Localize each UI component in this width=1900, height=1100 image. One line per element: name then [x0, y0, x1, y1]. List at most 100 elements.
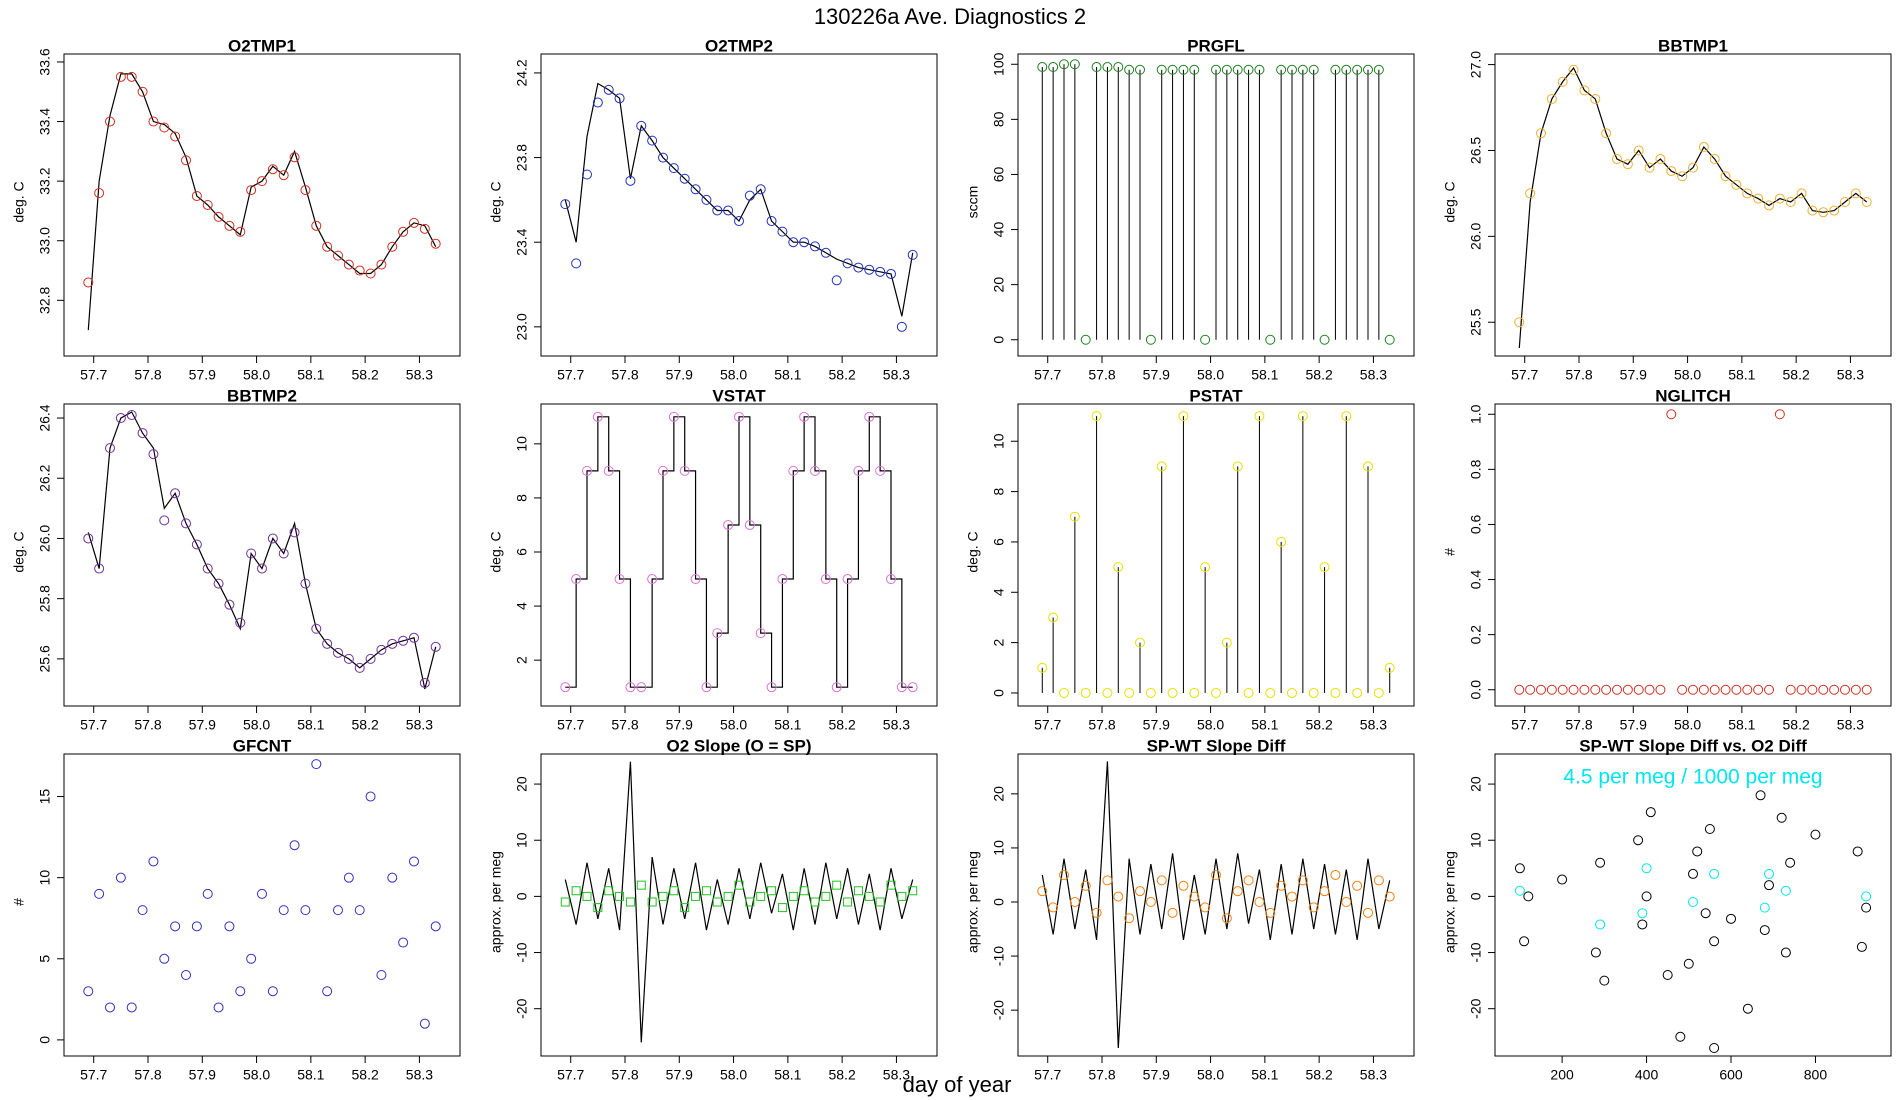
point [886, 268, 896, 279]
point [690, 574, 701, 585]
x-tick-label: 58.0 [1197, 1067, 1224, 1083]
x-tick-label: 58.1 [1251, 367, 1278, 383]
point [1546, 684, 1557, 695]
point [1254, 64, 1265, 75]
y-tick-label: 4 [991, 588, 1007, 596]
point [365, 653, 376, 664]
y-tick-label: 26.0 [1468, 223, 1484, 250]
panel-title: PSTAT [1189, 386, 1243, 405]
series-line [564, 82, 914, 317]
point [409, 217, 419, 228]
point [853, 262, 864, 273]
point [1145, 897, 1156, 907]
point [1644, 684, 1655, 695]
y-tick-label: 0 [991, 689, 1007, 697]
point [1536, 128, 1546, 139]
point [1319, 334, 1330, 345]
x-tick-label: 58.1 [1251, 717, 1278, 733]
point [864, 264, 875, 275]
x-tick-label: 57.7 [1034, 1067, 1061, 1083]
point [592, 411, 603, 422]
point [615, 891, 625, 901]
y-tick-label: 33.2 [37, 167, 53, 194]
point [1675, 1031, 1686, 1042]
point [83, 277, 94, 288]
point [235, 617, 246, 628]
point [1297, 64, 1308, 75]
point [278, 548, 289, 559]
point [1221, 913, 1232, 924]
point [1200, 562, 1211, 573]
point [1156, 64, 1167, 75]
point [1641, 863, 1652, 874]
point [712, 628, 723, 639]
point [1102, 875, 1113, 886]
point [897, 891, 907, 901]
x-tick-label: 58.3 [883, 1067, 910, 1083]
x-tick-label: 200 [1550, 1067, 1574, 1083]
point [886, 880, 896, 890]
x-tick-label: 58.1 [297, 1067, 324, 1083]
point [1167, 907, 1178, 918]
point [191, 191, 202, 202]
point [571, 886, 581, 896]
point [148, 449, 159, 460]
point [1091, 411, 1102, 422]
x-tick-label: 57.8 [1088, 367, 1115, 383]
point [658, 465, 668, 476]
point [1557, 874, 1568, 885]
plot-frame [63, 753, 461, 1057]
point [1178, 880, 1189, 891]
plot-frame [63, 53, 461, 357]
point [896, 321, 907, 332]
point [723, 891, 733, 901]
point [170, 131, 181, 142]
figure-title: 130226a Ave. Diagnostics 2 [814, 4, 1086, 29]
point [213, 1002, 224, 1013]
point [159, 953, 170, 964]
point [1308, 64, 1319, 75]
panel-title: SP-WT Slope Diff [1147, 736, 1286, 755]
point [1145, 334, 1156, 345]
point [907, 249, 918, 260]
point [1232, 461, 1243, 472]
x-tick-label: 58.2 [829, 367, 856, 383]
x-tick-label: 800 [1804, 1067, 1828, 1083]
point [246, 953, 257, 964]
y-tick-label: 0.0 [1468, 680, 1484, 700]
point [1677, 684, 1688, 695]
point [603, 84, 614, 95]
point [1764, 868, 1774, 879]
x-tick-label: 57.7 [80, 367, 107, 383]
point [181, 155, 191, 166]
point [886, 574, 896, 585]
y-tick-label: 0 [991, 898, 1007, 906]
point [354, 905, 365, 916]
point [159, 515, 170, 526]
point [1330, 687, 1341, 698]
point [430, 238, 441, 249]
point [311, 623, 322, 634]
point [289, 527, 300, 538]
y-tick-label: 26.2 [37, 464, 53, 491]
point [1633, 145, 1644, 156]
point [712, 205, 723, 216]
y-tick-label: 1.0 [1468, 404, 1484, 424]
point [398, 635, 409, 646]
y-axis-label: approx. per meg [1442, 851, 1458, 953]
y-tick-label: 33.6 [37, 48, 53, 75]
point [1780, 885, 1791, 896]
y-tick-label: 8 [514, 494, 530, 502]
point [115, 71, 126, 82]
point [712, 897, 722, 907]
point [1612, 154, 1622, 165]
point [1829, 205, 1840, 216]
point [202, 888, 213, 899]
point [1265, 687, 1276, 698]
point [1124, 687, 1135, 698]
point [1069, 511, 1080, 522]
point [853, 886, 863, 896]
point [1688, 162, 1698, 173]
point [1579, 85, 1590, 96]
x-tick-label: 58.1 [774, 367, 801, 383]
